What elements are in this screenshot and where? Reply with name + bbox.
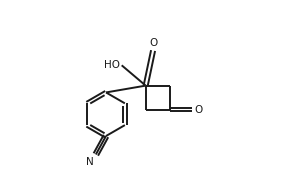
Text: HO: HO — [104, 60, 120, 70]
Text: O: O — [194, 105, 202, 115]
Text: N: N — [86, 157, 94, 167]
Text: O: O — [150, 38, 158, 48]
